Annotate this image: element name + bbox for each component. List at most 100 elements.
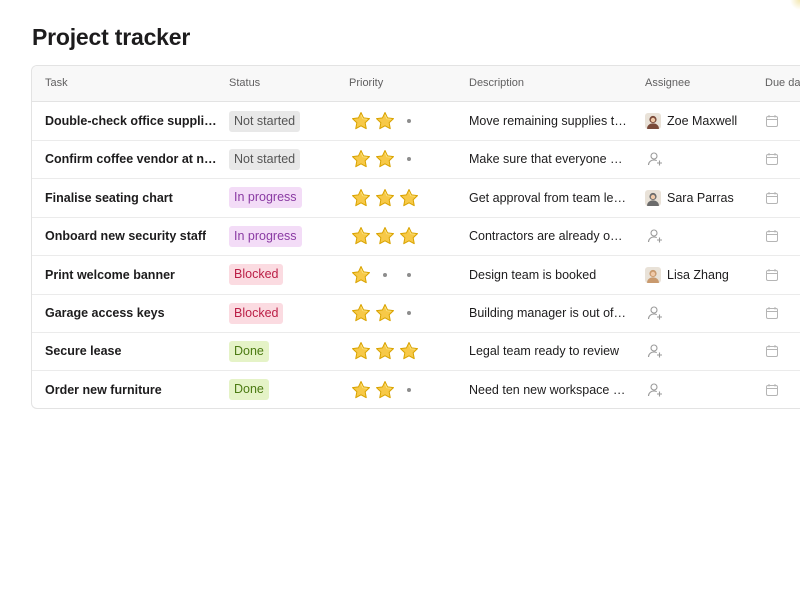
table-row[interactable]: Finalise seating chart In progress Get app… — [32, 179, 800, 218]
assignee-cell[interactable] — [645, 371, 755, 408]
priority-cell[interactable] — [349, 102, 459, 140]
status-cell[interactable]: Not started — [229, 102, 339, 140]
star-icon[interactable] — [349, 226, 373, 246]
column-header-description[interactable]: Description — [469, 77, 525, 89]
description-cell[interactable]: Need ten new workspace setups — [469, 371, 629, 408]
task-cell[interactable]: Order new furniture — [45, 371, 217, 408]
priority-rating[interactable] — [349, 188, 421, 208]
calendar-icon[interactable] — [765, 268, 779, 282]
status-cell[interactable]: Not started — [229, 140, 339, 178]
priority-rating[interactable] — [349, 341, 421, 361]
calendar-icon[interactable] — [765, 383, 779, 397]
task-cell[interactable]: Onboard new security staff — [45, 217, 217, 255]
due-date-cell[interactable] — [765, 217, 800, 255]
status-cell[interactable]: Done — [229, 371, 339, 408]
calendar-icon[interactable] — [765, 191, 779, 205]
status-badge[interactable]: Not started — [229, 148, 301, 170]
priority-rating[interactable] — [349, 111, 421, 131]
assignee-cell[interactable] — [645, 294, 755, 332]
calendar-icon[interactable] — [765, 114, 779, 128]
table-row[interactable]: Onboard new security staff In progress Con… — [32, 217, 800, 257]
priority-cell[interactable] — [349, 294, 459, 332]
star-icon[interactable] — [349, 380, 373, 400]
status-cell[interactable]: Blocked — [229, 294, 339, 332]
status-badge[interactable]: Done — [229, 340, 269, 362]
status-cell[interactable]: In progress — [229, 179, 339, 217]
task-cell[interactable]: Confirm coffee vendor at new location — [45, 140, 217, 178]
table-row[interactable]: Double-check office supplies Not started M… — [32, 102, 800, 141]
due-date-cell[interactable] — [765, 294, 800, 332]
calendar-icon[interactable] — [765, 152, 779, 166]
description-cell[interactable]: Building manager is out of office — [469, 294, 629, 332]
star-icon[interactable] — [397, 188, 421, 208]
add-person-icon[interactable] — [647, 228, 663, 244]
status-cell[interactable]: Done — [229, 332, 339, 370]
description-cell[interactable]: Legal team ready to review — [469, 332, 629, 370]
star-icon[interactable] — [373, 380, 397, 400]
assignee-cell[interactable] — [645, 140, 755, 178]
empty-star-dot-icon[interactable] — [397, 149, 421, 169]
status-cell[interactable]: Blocked — [229, 256, 339, 294]
empty-star-dot-icon[interactable] — [397, 111, 421, 131]
star-icon[interactable] — [373, 188, 397, 208]
star-icon[interactable] — [349, 341, 373, 361]
table-row[interactable]: Print welcome banner Blocked Design team i… — [32, 256, 800, 295]
priority-rating[interactable] — [349, 226, 421, 246]
due-date-cell[interactable] — [765, 140, 800, 178]
calendar-icon[interactable] — [765, 344, 779, 358]
task-cell[interactable]: Double-check office supplies — [45, 102, 217, 140]
star-icon[interactable] — [397, 226, 421, 246]
task-cell[interactable]: Print welcome banner — [45, 256, 217, 294]
task-cell[interactable]: Secure lease — [45, 332, 217, 370]
assignee-cell[interactable]: Zoe Maxwell — [645, 102, 755, 140]
due-date-cell[interactable] — [765, 256, 800, 294]
due-date-cell[interactable] — [765, 371, 800, 408]
description-cell[interactable]: Move remaining supplies to the new offic… — [469, 102, 629, 140]
calendar-icon[interactable] — [765, 229, 779, 243]
status-badge[interactable]: Blocked — [229, 302, 284, 324]
status-badge[interactable]: In progress — [229, 187, 302, 209]
due-date-cell[interactable] — [765, 179, 800, 217]
star-icon[interactable] — [397, 341, 421, 361]
status-badge[interactable]: Blocked — [229, 264, 284, 286]
table-row[interactable]: Confirm coffee vendor at new location Not… — [32, 140, 800, 180]
priority-rating[interactable] — [349, 265, 421, 285]
assignee-cell[interactable] — [645, 217, 755, 255]
priority-cell[interactable] — [349, 217, 459, 255]
star-icon[interactable] — [349, 265, 373, 285]
description-cell[interactable]: Make sure that everyone has coffee — [469, 140, 629, 178]
column-header-due-date[interactable]: Due dat — [765, 77, 800, 89]
task-cell[interactable]: Finalise seating chart — [45, 179, 217, 217]
empty-star-dot-icon[interactable] — [397, 265, 421, 285]
status-cell[interactable]: In progress — [229, 217, 339, 255]
description-cell[interactable]: Design team is booked — [469, 256, 629, 294]
star-icon[interactable] — [373, 149, 397, 169]
table-row[interactable]: Secure lease Done Legal team ready to revi… — [32, 332, 800, 372]
star-icon[interactable] — [349, 188, 373, 208]
column-header-assignee[interactable]: Assignee — [645, 77, 691, 89]
assignee-cell[interactable]: Sara Parras — [645, 179, 755, 217]
due-date-cell[interactable] — [765, 332, 800, 370]
star-icon[interactable] — [373, 111, 397, 131]
empty-star-dot-icon[interactable] — [397, 303, 421, 323]
status-badge[interactable]: In progress — [229, 225, 302, 247]
star-icon[interactable] — [373, 341, 397, 361]
empty-star-dot-icon[interactable] — [397, 380, 421, 400]
add-person-icon[interactable] — [647, 343, 663, 359]
column-header-status[interactable]: Status — [229, 77, 261, 89]
calendar-icon[interactable] — [765, 306, 779, 320]
status-badge[interactable]: Not started — [229, 110, 301, 132]
add-person-icon[interactable] — [647, 305, 663, 321]
priority-cell[interactable] — [349, 179, 459, 217]
description-cell[interactable]: Get approval from team leads — [469, 179, 629, 217]
assignee-cell[interactable]: Lisa Zhang — [645, 256, 755, 294]
star-icon[interactable] — [373, 226, 397, 246]
priority-rating[interactable] — [349, 303, 421, 323]
description-cell[interactable]: Contractors are already on-site — [469, 217, 629, 255]
priority-cell[interactable] — [349, 140, 459, 178]
add-person-icon[interactable] — [647, 151, 663, 167]
task-cell[interactable]: Garage access keys — [45, 294, 217, 332]
assignee-cell[interactable] — [645, 332, 755, 370]
empty-star-dot-icon[interactable] — [373, 265, 397, 285]
priority-rating[interactable] — [349, 149, 421, 169]
